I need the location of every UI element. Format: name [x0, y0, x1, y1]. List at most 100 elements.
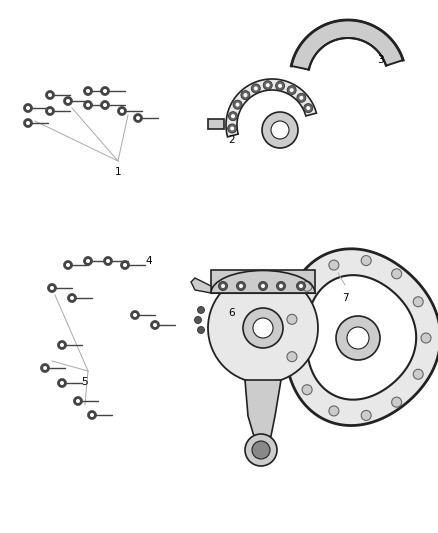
Circle shape [304, 103, 313, 112]
Polygon shape [211, 270, 315, 293]
Circle shape [84, 101, 92, 109]
Circle shape [392, 397, 402, 407]
Polygon shape [291, 20, 403, 70]
Circle shape [228, 124, 237, 133]
Circle shape [66, 263, 70, 267]
Circle shape [57, 341, 67, 350]
Circle shape [86, 259, 90, 263]
Circle shape [413, 369, 423, 379]
Circle shape [229, 111, 237, 120]
Circle shape [287, 314, 297, 325]
Polygon shape [284, 249, 438, 425]
Circle shape [194, 317, 201, 324]
Circle shape [258, 281, 268, 290]
Circle shape [76, 399, 80, 403]
Circle shape [299, 284, 303, 288]
Circle shape [302, 281, 312, 291]
Circle shape [329, 260, 339, 270]
Circle shape [84, 256, 92, 265]
Circle shape [413, 297, 423, 307]
Circle shape [252, 441, 270, 459]
Circle shape [64, 96, 73, 106]
Circle shape [48, 109, 52, 113]
Circle shape [151, 320, 159, 329]
Circle shape [297, 93, 306, 102]
Circle shape [67, 294, 77, 303]
Circle shape [47, 284, 57, 293]
Circle shape [279, 284, 283, 288]
Circle shape [26, 106, 30, 110]
Circle shape [100, 86, 110, 95]
Circle shape [253, 318, 273, 338]
Circle shape [60, 381, 64, 385]
Circle shape [103, 256, 113, 265]
Circle shape [46, 107, 54, 116]
Circle shape [136, 116, 140, 120]
Circle shape [90, 413, 94, 417]
Circle shape [278, 84, 282, 88]
Circle shape [237, 281, 246, 290]
Circle shape [287, 352, 297, 362]
Circle shape [276, 281, 286, 290]
Text: 3: 3 [377, 55, 383, 65]
Circle shape [306, 106, 310, 110]
Circle shape [392, 269, 402, 279]
Text: 7: 7 [342, 293, 348, 303]
Circle shape [241, 91, 250, 100]
Circle shape [120, 109, 124, 113]
Circle shape [64, 261, 73, 270]
Circle shape [46, 91, 54, 100]
Circle shape [131, 311, 139, 319]
Circle shape [100, 101, 110, 109]
Circle shape [208, 273, 318, 383]
Circle shape [263, 80, 272, 90]
Circle shape [84, 86, 92, 95]
Circle shape [198, 306, 205, 313]
Polygon shape [208, 119, 224, 129]
Circle shape [230, 126, 234, 131]
Circle shape [60, 343, 64, 347]
Text: 6: 6 [229, 308, 235, 318]
Circle shape [236, 103, 240, 107]
Circle shape [290, 88, 293, 92]
Circle shape [245, 434, 277, 466]
Circle shape [66, 99, 70, 103]
Circle shape [24, 103, 32, 112]
Circle shape [57, 378, 67, 387]
Circle shape [287, 86, 296, 95]
Circle shape [74, 397, 82, 406]
Circle shape [299, 96, 304, 100]
Circle shape [117, 107, 127, 116]
Circle shape [26, 121, 30, 125]
Circle shape [271, 121, 289, 139]
Circle shape [262, 112, 298, 148]
Circle shape [231, 114, 235, 118]
Circle shape [24, 118, 32, 127]
Text: 2: 2 [229, 135, 235, 145]
Text: 4: 4 [145, 256, 152, 266]
Circle shape [153, 323, 157, 327]
Circle shape [134, 114, 142, 123]
Text: 5: 5 [81, 377, 87, 387]
Circle shape [50, 286, 54, 290]
Circle shape [336, 316, 380, 360]
Circle shape [361, 410, 371, 421]
Circle shape [86, 103, 90, 107]
Circle shape [329, 406, 339, 416]
Circle shape [43, 366, 47, 370]
Circle shape [120, 261, 130, 270]
Circle shape [198, 327, 205, 334]
Circle shape [266, 83, 270, 87]
Circle shape [361, 255, 371, 265]
Circle shape [276, 82, 285, 90]
Circle shape [123, 263, 127, 267]
Circle shape [106, 259, 110, 263]
Circle shape [70, 296, 74, 300]
Circle shape [244, 93, 247, 97]
Polygon shape [306, 275, 416, 400]
Circle shape [239, 284, 243, 288]
Circle shape [40, 364, 49, 373]
Circle shape [347, 327, 369, 349]
Polygon shape [191, 278, 211, 293]
Circle shape [219, 281, 227, 290]
